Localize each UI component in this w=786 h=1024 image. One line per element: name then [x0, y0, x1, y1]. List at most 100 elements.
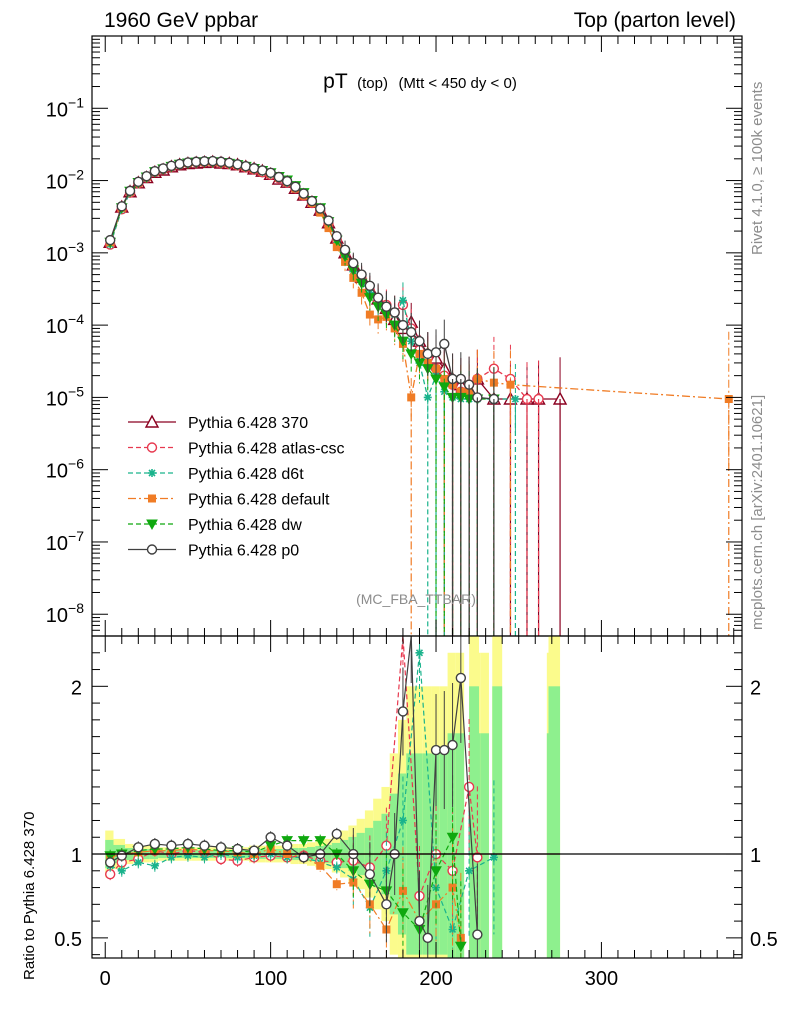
- data-point: [298, 188, 309, 199]
- y-tick-label-base: 10: [46, 172, 68, 194]
- y-tick-label-exp: −3: [68, 239, 84, 255]
- ratio-point: [398, 886, 407, 895]
- y-tick-label-exp: −5: [68, 383, 84, 399]
- data-point: [224, 157, 235, 169]
- y-tick-label: 10−5: [46, 383, 84, 410]
- main-title: pT (top) (Mtt < 450 dy < 0): [323, 70, 517, 93]
- data-point: [439, 338, 450, 350]
- data-point: [372, 292, 384, 303]
- ratio-y-tick-label-right: 1: [750, 845, 761, 867]
- data-point: [381, 301, 392, 312]
- ratio-point: [199, 840, 210, 851]
- legend-entry: Pythia 6.428 atlas-csc: [128, 441, 345, 458]
- data-point: [116, 201, 127, 212]
- ratio-bands: [105, 636, 561, 958]
- ratio-point: [265, 832, 276, 843]
- ratio-point: [316, 861, 325, 870]
- legend-entry: Pythia 6.428 d6t: [128, 466, 304, 483]
- data-point: [240, 161, 252, 172]
- legend-entry: Pythia 6.428 default: [128, 492, 330, 509]
- legend-label: Pythia 6.428 p0: [188, 543, 299, 560]
- data-point: [389, 307, 400, 318]
- ratio-y-tick-label-right: 0.5: [750, 929, 778, 951]
- y-tick-label-base: 10: [46, 99, 68, 121]
- y-tick-label-base: 10: [46, 533, 68, 555]
- legend-entry: Pythia 6.428 p0: [128, 543, 299, 560]
- series-line: [109, 161, 516, 400]
- analysis-label: (MC_FBA_TTBAR): [356, 591, 476, 607]
- x-tick-label: 200: [419, 968, 452, 990]
- y-tick-label: 10−1: [46, 94, 84, 121]
- legend-marker: [144, 414, 160, 428]
- main-title-pt: pT: [323, 70, 348, 93]
- data-point: [364, 280, 376, 291]
- ratio-point: [298, 852, 309, 863]
- main-plot-area: [103, 154, 733, 636]
- legend-entry: Pythia 6.428 370: [128, 414, 308, 432]
- ratio-y-tick-label: 0.5: [54, 929, 82, 951]
- ratio-point: [398, 816, 407, 825]
- legend-label: Pythia 6.428 atlas-csc: [188, 441, 345, 458]
- ratio-point: [182, 838, 194, 850]
- ratio-ylabel: Ratio to Pythia 6.428 370: [21, 812, 38, 980]
- data-point: [248, 163, 260, 174]
- x-tick-label: 300: [585, 968, 618, 990]
- ratio-point: [397, 908, 409, 919]
- data-point: [324, 224, 333, 233]
- data-point: [281, 175, 293, 187]
- y-tick-label-exp: −4: [68, 311, 84, 327]
- ratio-line: [109, 635, 478, 939]
- ratio-point: [446, 832, 459, 844]
- data-point: [414, 335, 425, 347]
- y-tick-label-exp: −8: [68, 600, 84, 616]
- y-tick-label-base: 10: [46, 605, 68, 627]
- legend-marker: [148, 469, 156, 477]
- data-point: [315, 203, 326, 214]
- legend-marker: [146, 442, 158, 453]
- data-point: [339, 244, 351, 256]
- data-point: [133, 176, 144, 188]
- data-point: [174, 158, 185, 170]
- ratio-point: [248, 845, 260, 856]
- series-pythia-6-428-default: [106, 157, 733, 636]
- data-point: [398, 296, 407, 305]
- mcplots-label: mcplots.cern.ch [arXiv:2401.10621]: [749, 395, 766, 630]
- ratio-point: [381, 899, 392, 910]
- ratio-point: [397, 706, 409, 717]
- ratio-point: [439, 744, 450, 756]
- y-tick-label-exp: −2: [68, 167, 84, 183]
- ratio-point: [422, 932, 433, 944]
- ratio-point: [314, 836, 327, 847]
- ratio-frame: [91, 635, 743, 959]
- data-point: [323, 215, 334, 226]
- y-tick-label-exp: −1: [68, 94, 84, 110]
- data-point: [348, 257, 359, 269]
- data-point: [331, 230, 342, 242]
- ratio-point: [414, 915, 425, 927]
- data-point: [430, 347, 442, 358]
- data-point: [356, 269, 367, 280]
- band-green: [447, 733, 456, 958]
- ratio-point: [489, 853, 498, 862]
- data-point: [306, 195, 318, 207]
- ratio-point: [215, 842, 227, 853]
- ratio-point: [472, 929, 483, 940]
- band-green: [455, 733, 465, 958]
- band-green: [480, 733, 489, 958]
- y-tick-label-base: 10: [46, 461, 68, 483]
- header-left: 1960 GeV ppbar: [104, 9, 258, 32]
- ratio-point: [332, 863, 341, 872]
- main-title-cut: (Mtt < 450 dy < 0): [398, 75, 516, 92]
- legend-label: Pythia 6.428 dw: [188, 517, 302, 534]
- legend-marker: [146, 544, 158, 555]
- legend: Pythia 6.428 370 Pythia 6.428 atlas-csc Py…: [128, 414, 345, 560]
- series-pythia-6-428-dw: [104, 157, 500, 636]
- data-point: [265, 167, 276, 179]
- ratio-point: [232, 843, 243, 855]
- series-line: [109, 161, 561, 400]
- ratio-point: [133, 842, 144, 853]
- y-tick-label: 10−4: [46, 311, 84, 338]
- ratio-point: [447, 739, 458, 751]
- ratio-point: [183, 851, 192, 860]
